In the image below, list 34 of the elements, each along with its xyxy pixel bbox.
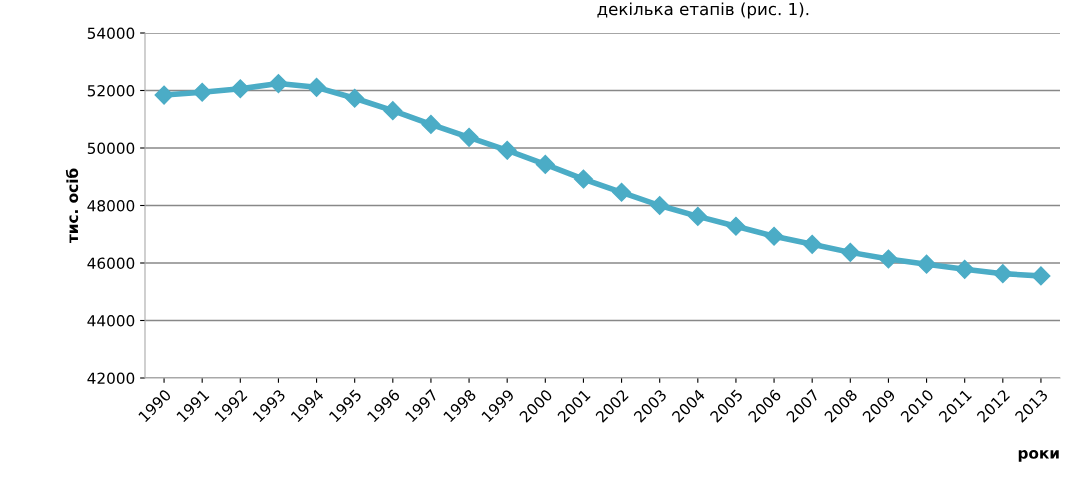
point (840, 242, 860, 262)
x-axis-title: роки (1018, 450, 1059, 462)
point (878, 249, 898, 269)
point (192, 82, 212, 102)
y-tick-label: 54000 (87, 27, 135, 40)
point (535, 154, 555, 174)
point (802, 234, 822, 254)
point (345, 88, 365, 108)
y-axis-title: тис. осіб (65, 168, 79, 244)
text: декілька етапів (рис. 1). (597, 2, 809, 19)
point (764, 226, 784, 246)
point (154, 85, 174, 105)
y-tick-label: 52000 (87, 84, 135, 97)
point (726, 216, 746, 236)
y-tick-label: 48000 (87, 199, 135, 212)
point (459, 127, 479, 147)
y-tick-label: 42000 (87, 372, 135, 385)
y-tick-label: 50000 (87, 142, 135, 155)
point (268, 74, 288, 94)
point (573, 169, 593, 189)
point (650, 195, 670, 216)
point (1031, 266, 1051, 286)
y-tick-label: 46000 (87, 257, 135, 270)
point (993, 264, 1013, 284)
point (497, 140, 517, 160)
point (421, 114, 441, 134)
point (612, 182, 632, 202)
point (307, 77, 327, 97)
y-tick-label: 44000 (87, 314, 135, 327)
point (917, 254, 937, 274)
point (230, 79, 250, 99)
point (688, 206, 708, 226)
point (383, 101, 403, 121)
point (955, 259, 975, 279)
